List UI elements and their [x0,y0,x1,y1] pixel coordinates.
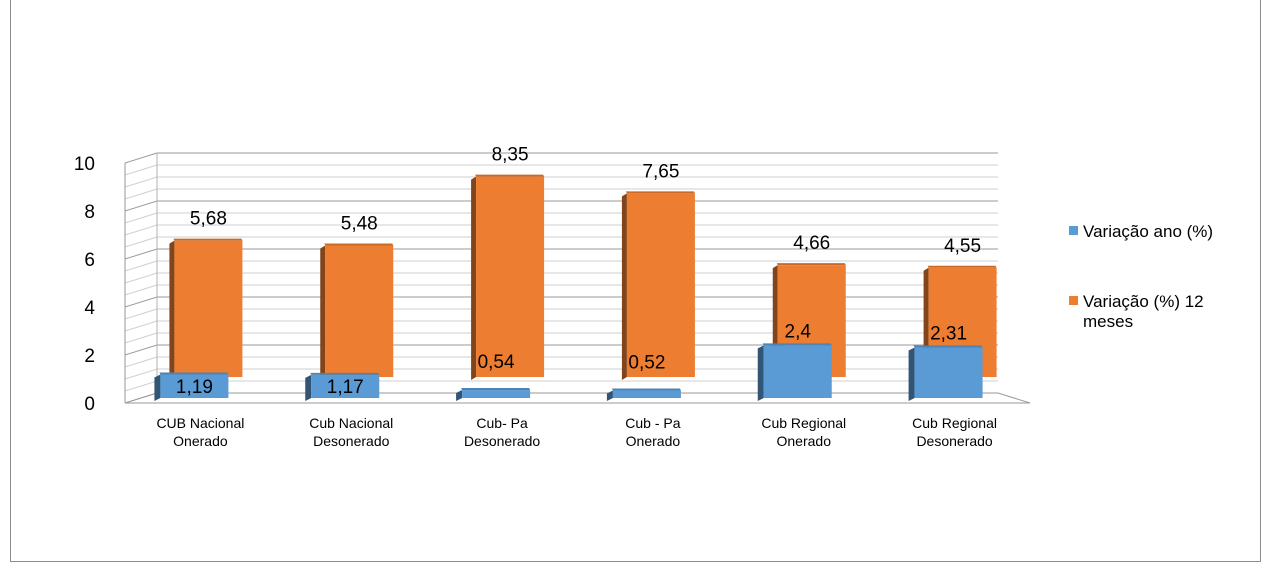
data-label-12meses: 5,68 [190,209,227,230]
y-tick-label: 10 [74,154,95,175]
data-label-ano: 0,52 [628,353,665,374]
x-tick-label: Cub - Pa [625,415,680,431]
side-gridline [124,152,158,164]
bar-ano [462,390,531,398]
floor [124,392,1031,404]
bar-ano [311,374,380,398]
y-tick-label: 8 [84,202,95,223]
bar-12meses-top [475,174,545,177]
bar-ano-top [611,388,681,391]
bar-ano-side [908,347,915,401]
bar-ano [612,390,681,398]
side-gridline [124,248,158,260]
x-tick-label: Onerado [173,433,228,449]
bar-12meses-top [776,263,846,266]
bar-ano [160,374,229,398]
y-tick-label: 6 [84,250,95,271]
legend-label-ano: Variação ano (%) [1083,222,1213,241]
data-label-12meses: 7,65 [642,161,679,182]
bar-12meses-top [625,191,695,194]
data-label-12meses: 5,48 [341,213,378,234]
bar-12meses-top [324,243,394,246]
x-tick-label: Cub- Pa [476,415,528,431]
bar-12meses-top [173,238,243,241]
data-label-12meses: 8,35 [492,145,529,166]
bar-12meses-side [621,193,627,380]
data-label-ano: 1,17 [327,377,364,398]
bar-ano-top [461,388,531,391]
bar-12meses-side [320,245,326,380]
bar-12meses [626,193,695,377]
legend-swatch-ano [1069,226,1078,235]
x-tick-label: Cub Regional [912,415,997,431]
side-gridline [124,224,158,236]
side-gridline [124,308,158,320]
data-label-ano: 2,31 [930,324,967,345]
bar-12meses-side [169,240,175,380]
x-tick-label: Desonerado [313,433,389,449]
x-tick-label: Desonerado [464,433,540,449]
bar-ano-side [456,390,463,401]
side-gridline [124,368,158,380]
x-tick-label: Onerado [777,433,832,449]
bar-ano-side [757,345,764,401]
side-gridline [124,332,158,344]
y-tick-label: 2 [84,346,95,367]
bar-ano-top [159,372,229,375]
bar-ano [763,345,832,398]
legend-label-12meses: meses [1083,312,1133,331]
side-gridline [124,356,158,368]
x-tick-label: Cub Regional [761,415,846,431]
data-label-ano: 1,19 [176,377,213,398]
side-gridline [124,320,158,332]
side-gridline [124,212,158,224]
bar-12meses [325,245,394,377]
data-label-ano: 2,4 [785,321,812,342]
side-gridline [124,200,158,212]
side-gridline [124,272,158,284]
bar-ano-top [310,372,380,375]
side-gridline [124,236,158,248]
bar-12meses-side [471,176,477,380]
y-tick-label: 4 [84,298,95,319]
bar-ano-side [154,374,161,401]
data-label-12meses: 4,66 [793,233,830,254]
x-tick-label: CUB Nacional [156,415,244,431]
x-tick-label: Desonerado [916,433,992,449]
legend-label-12meses: Variação (%) 12 [1083,292,1204,311]
side-gridline [124,260,158,272]
side-gridline [124,188,158,200]
bar-ano-top [762,343,832,346]
legend-swatch-12meses [1069,296,1078,305]
side-gridline [124,164,158,176]
bar-ano-side [606,390,613,401]
data-label-ano: 0,54 [478,352,515,373]
bar-12meses [476,176,545,377]
x-tick-label: Onerado [626,433,681,449]
side-gridline [124,296,158,308]
bar-12meses [174,240,243,377]
side-gridline [124,380,158,392]
bar-ano-side [305,374,312,401]
side-gridline [124,176,158,188]
y-tick-label: 0 [84,394,95,415]
bar-ano-top [913,345,983,348]
data-label-12meses: 4,55 [944,236,981,257]
side-gridline [124,344,158,356]
bar-ano [914,347,983,398]
side-gridline [124,284,158,296]
x-tick-label: Cub Nacional [309,415,393,431]
bar-12meses-top [927,265,997,268]
